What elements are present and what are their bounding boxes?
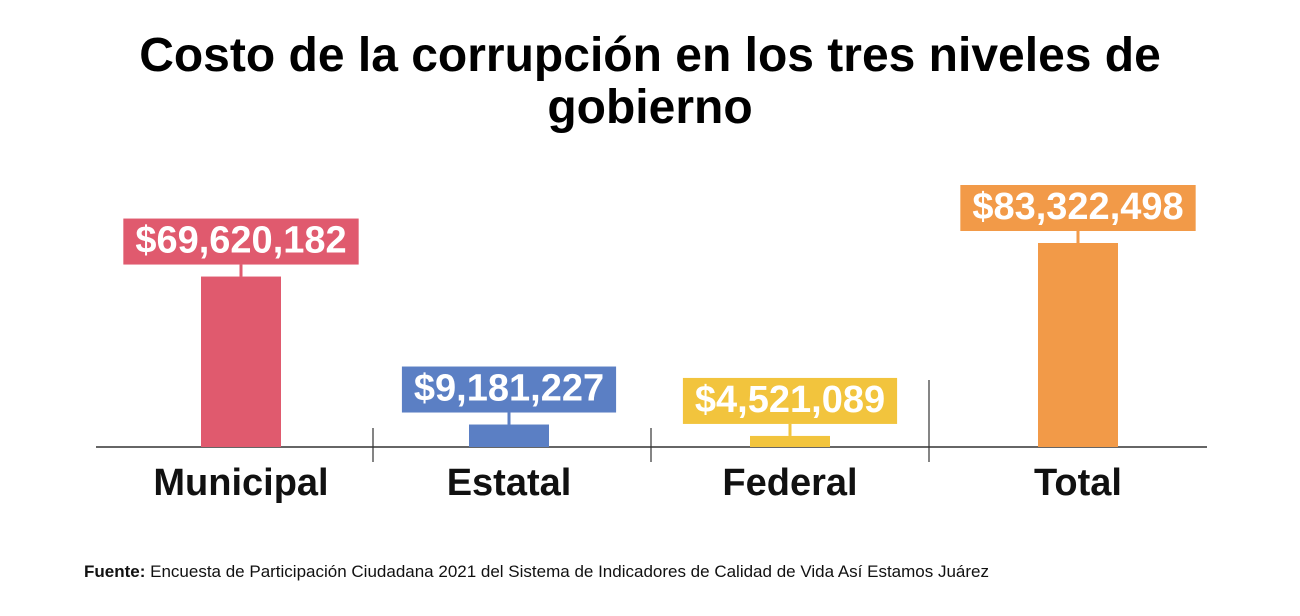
value-label: $4,521,089 — [695, 379, 885, 421]
x-tick-label-federal: Federal — [722, 462, 857, 504]
chart-title-line-2: gobierno — [547, 81, 753, 134]
chart-title-line-1: Costo de la corrupción en los tres nivel… — [139, 29, 1161, 82]
value-label: $83,322,498 — [972, 186, 1183, 228]
value-label-box — [682, 377, 898, 424]
bar-estatal — [469, 424, 549, 447]
value-label-box — [401, 366, 617, 413]
bar-municipal — [201, 276, 281, 447]
x-tick-label-estatal: Estatal — [447, 462, 572, 504]
source-note: Fuente: Encuesta de Participación Ciudad… — [84, 562, 989, 582]
value-label: $69,620,182 — [135, 220, 346, 262]
x-tick-label-municipal: Municipal — [153, 462, 328, 504]
source-text: Encuesta de Participación Ciudadana 2021… — [145, 562, 989, 581]
bar-total — [1038, 243, 1118, 447]
value-label-box — [123, 218, 359, 265]
value-label-box — [960, 185, 1196, 231]
chart-title: Costo de la corrupción en los tres nivel… — [0, 30, 1300, 134]
bars-group: $69,620,182 Municipal $9,181,227 Estatal $4,… — [123, 185, 1196, 504]
bar-federal — [750, 435, 830, 447]
value-label: $9,181,227 — [414, 368, 604, 410]
source-label: Fuente: — [84, 562, 146, 581]
x-tick-label-total: Total — [1034, 462, 1122, 504]
